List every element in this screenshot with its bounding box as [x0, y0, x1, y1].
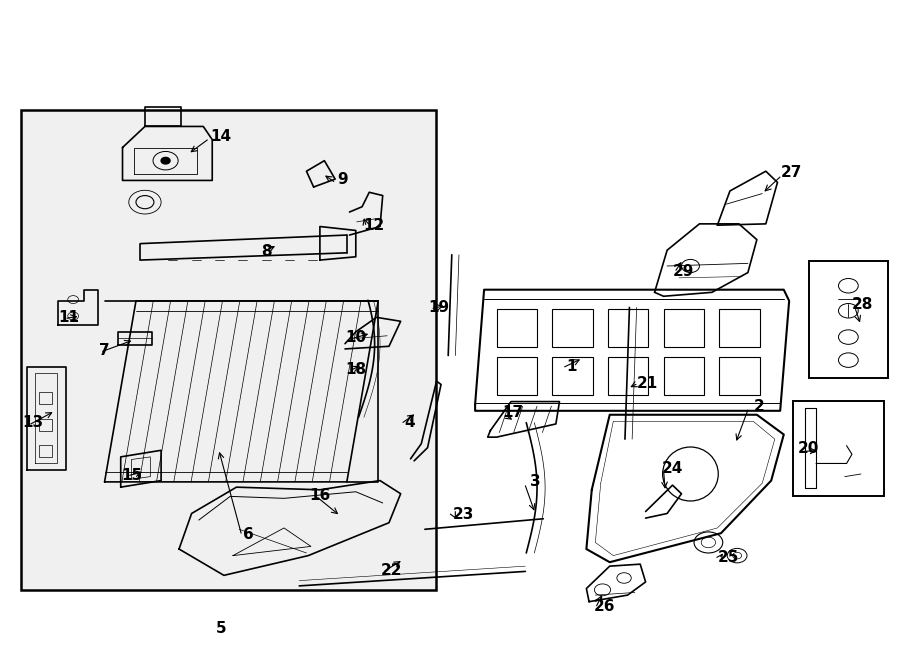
Text: 21: 21 [637, 375, 658, 391]
Text: 29: 29 [672, 264, 694, 279]
Text: 6: 6 [243, 527, 254, 542]
Text: 10: 10 [346, 330, 366, 344]
Text: 19: 19 [428, 300, 450, 315]
Bar [553, 357, 593, 395]
Text: 7: 7 [99, 343, 110, 358]
Text: 28: 28 [852, 297, 873, 312]
Text: 3: 3 [530, 475, 541, 489]
Bar [21, 110, 436, 590]
Text: 27: 27 [780, 165, 802, 180]
Bar [39, 418, 51, 430]
Text: 18: 18 [346, 362, 366, 377]
Bar [608, 309, 648, 347]
Bar [497, 357, 537, 395]
Text: 1: 1 [566, 359, 576, 374]
Bar [39, 445, 51, 457]
Circle shape [161, 157, 170, 164]
Bar [719, 357, 760, 395]
Text: 25: 25 [717, 550, 739, 565]
Text: 15: 15 [121, 468, 142, 483]
Bar [553, 309, 593, 347]
Text: 13: 13 [22, 415, 43, 430]
Text: 24: 24 [662, 461, 683, 476]
Bar [663, 357, 704, 395]
Text: 20: 20 [798, 442, 820, 457]
Text: 8: 8 [261, 244, 272, 259]
Bar [793, 401, 885, 496]
Text: 9: 9 [337, 172, 347, 186]
Text: 11: 11 [58, 310, 79, 325]
Bar [663, 309, 704, 347]
Text: 2: 2 [754, 399, 765, 414]
Bar [719, 309, 760, 347]
Bar [39, 393, 51, 405]
Text: 14: 14 [211, 129, 232, 144]
Bar [809, 260, 887, 378]
Text: 16: 16 [310, 488, 330, 502]
Bar [608, 357, 648, 395]
Text: 23: 23 [453, 507, 474, 522]
Text: 12: 12 [363, 217, 384, 233]
Text: 4: 4 [404, 415, 415, 430]
Text: 17: 17 [502, 405, 524, 420]
Text: 26: 26 [594, 600, 615, 615]
Text: 22: 22 [381, 563, 402, 578]
Text: 5: 5 [216, 621, 227, 635]
Bar [497, 309, 537, 347]
